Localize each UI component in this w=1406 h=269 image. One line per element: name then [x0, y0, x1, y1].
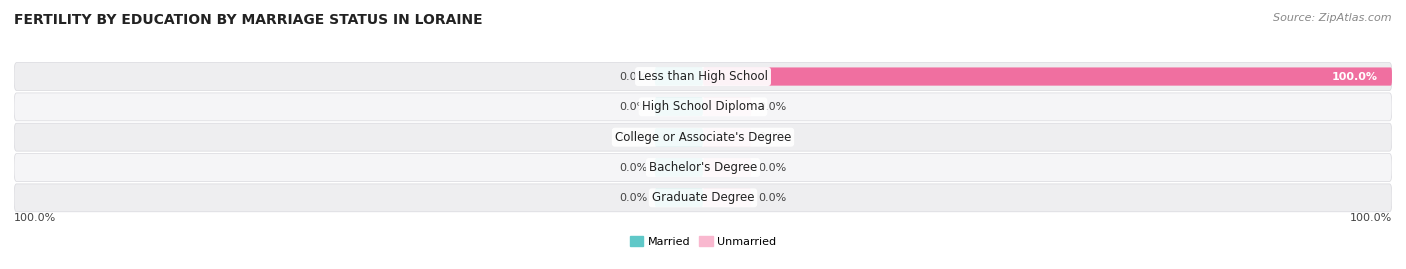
Text: 0.0%: 0.0%	[620, 72, 648, 82]
FancyBboxPatch shape	[703, 68, 1392, 86]
Legend: Married, Unmarried: Married, Unmarried	[626, 232, 780, 252]
FancyBboxPatch shape	[703, 189, 751, 207]
FancyBboxPatch shape	[14, 93, 1392, 121]
Text: College or Associate's Degree: College or Associate's Degree	[614, 131, 792, 144]
FancyBboxPatch shape	[655, 68, 703, 86]
Text: High School Diploma: High School Diploma	[641, 100, 765, 113]
FancyBboxPatch shape	[655, 189, 703, 207]
Text: 100.0%: 100.0%	[14, 213, 56, 222]
FancyBboxPatch shape	[14, 154, 1392, 182]
Text: 0.0%: 0.0%	[620, 162, 648, 172]
Text: 0.0%: 0.0%	[758, 132, 786, 142]
FancyBboxPatch shape	[14, 63, 1392, 90]
Text: 0.0%: 0.0%	[620, 102, 648, 112]
Text: 0.0%: 0.0%	[620, 132, 648, 142]
Text: 100.0%: 100.0%	[1331, 72, 1378, 82]
Text: Bachelor's Degree: Bachelor's Degree	[650, 161, 756, 174]
FancyBboxPatch shape	[703, 158, 751, 177]
Text: 0.0%: 0.0%	[758, 162, 786, 172]
FancyBboxPatch shape	[14, 184, 1392, 212]
Text: 0.0%: 0.0%	[620, 193, 648, 203]
FancyBboxPatch shape	[703, 98, 751, 116]
Text: FERTILITY BY EDUCATION BY MARRIAGE STATUS IN LORAINE: FERTILITY BY EDUCATION BY MARRIAGE STATU…	[14, 13, 482, 27]
FancyBboxPatch shape	[655, 98, 703, 116]
Text: Less than High School: Less than High School	[638, 70, 768, 83]
FancyBboxPatch shape	[655, 128, 703, 146]
Text: Graduate Degree: Graduate Degree	[652, 191, 754, 204]
FancyBboxPatch shape	[703, 128, 751, 146]
FancyBboxPatch shape	[14, 123, 1392, 151]
Text: 100.0%: 100.0%	[1350, 213, 1392, 222]
FancyBboxPatch shape	[655, 158, 703, 177]
Text: 0.0%: 0.0%	[758, 193, 786, 203]
Text: 0.0%: 0.0%	[758, 102, 786, 112]
Text: Source: ZipAtlas.com: Source: ZipAtlas.com	[1274, 13, 1392, 23]
